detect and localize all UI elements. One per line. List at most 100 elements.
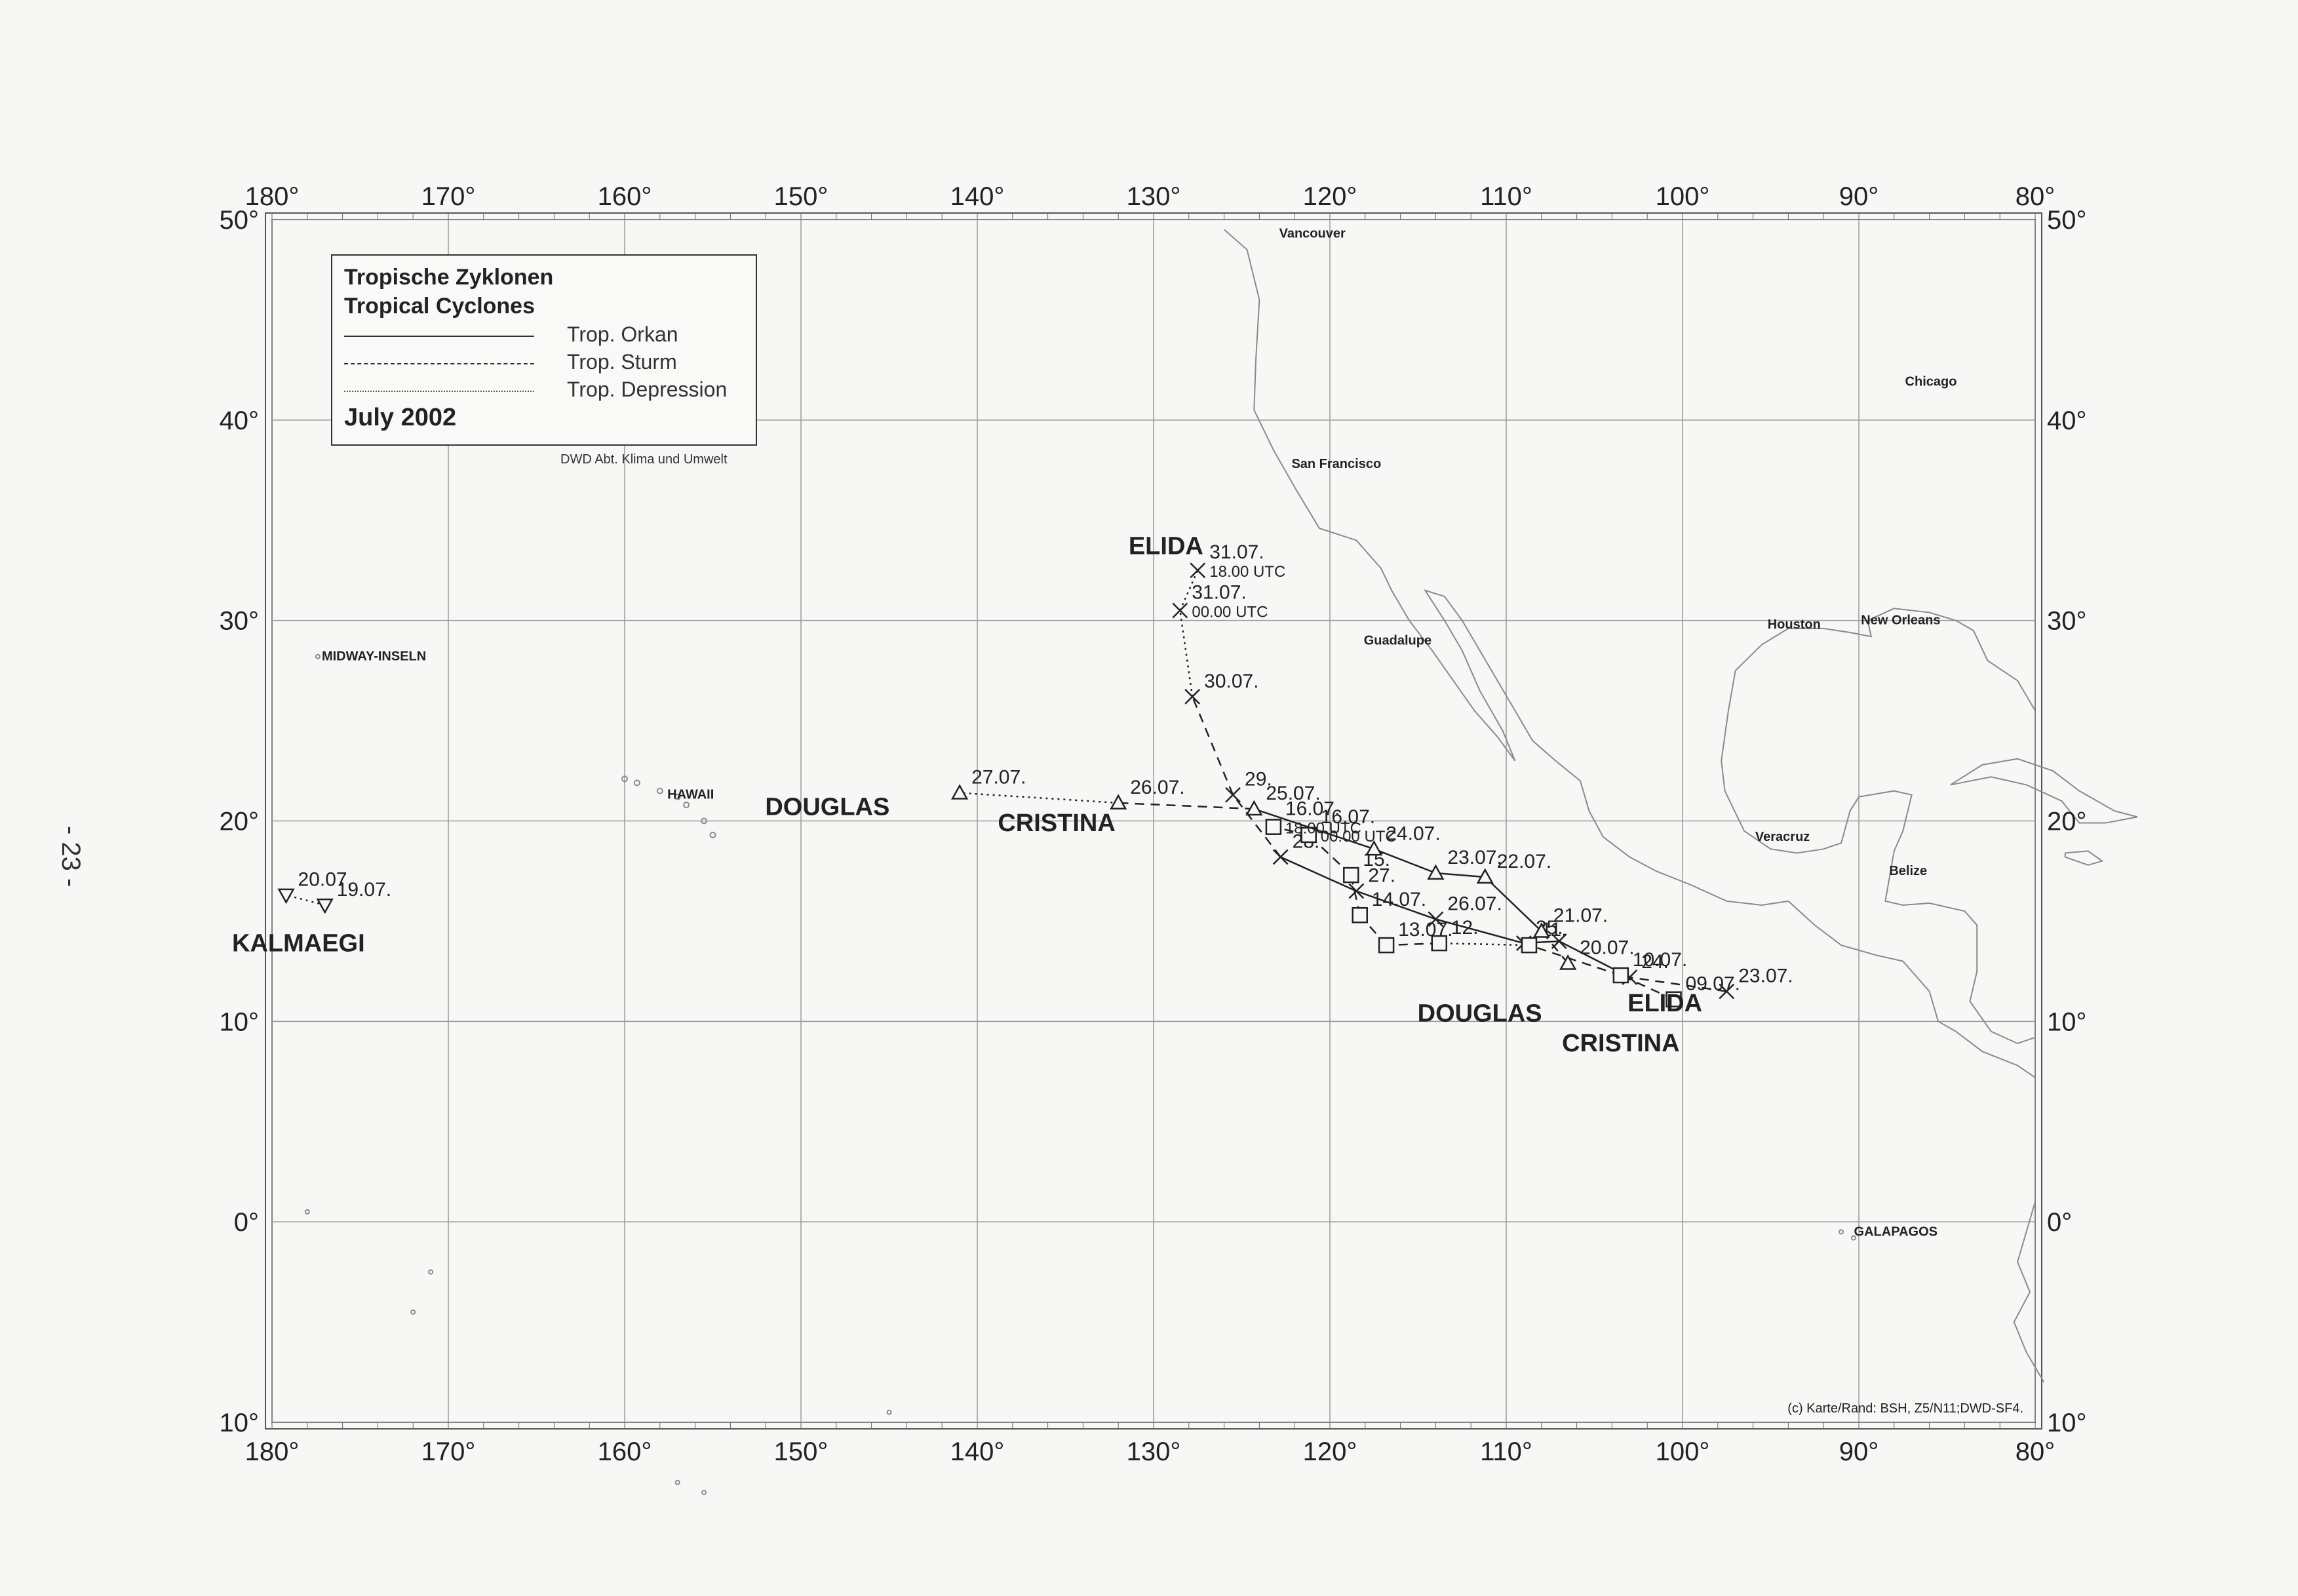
solid-line-swatch <box>344 336 534 337</box>
track-date-label: 26.07. <box>1130 777 1184 798</box>
longitude-label-bottom: 170° <box>421 1437 476 1466</box>
track-date-label: 14.07. <box>1372 889 1426 910</box>
x-marker <box>1184 688 1201 705</box>
triangle-down-marker <box>277 888 295 905</box>
legend-period: July 2002 <box>344 404 457 431</box>
island-outline <box>1850 1235 1856 1241</box>
longitude-label-top: 140° <box>950 182 1005 211</box>
track-segment <box>1373 848 1436 874</box>
track-date-label: 09.07. <box>1686 973 1740 995</box>
track-date-label: 30.07. <box>1204 671 1258 692</box>
latitude-label-left: 10° <box>220 1409 260 1437</box>
longitude-label-bottom: 120° <box>1303 1437 1357 1466</box>
longitude-label-bottom: 90° <box>1839 1437 1879 1466</box>
place-label: New Orleans <box>1861 613 1940 628</box>
track-segment <box>1484 876 1542 932</box>
track-date-label: 26.07. <box>1447 893 1502 914</box>
storm-name-label: ELIDA <box>1627 990 1702 1017</box>
island-outline <box>410 1309 416 1315</box>
track-segment <box>1629 976 1727 992</box>
x-marker <box>1272 849 1289 865</box>
copyright-label: (c) Karte/Rand: BSH, Z5/N11;DWD-SF4. <box>1787 1401 2023 1416</box>
longitude-label-bottom: 140° <box>950 1437 1005 1466</box>
island-outline <box>1839 1229 1844 1235</box>
longitude-label-top: 150° <box>774 182 828 211</box>
track-date-label: 10.07. <box>1633 949 1687 971</box>
legend-title-english: Tropical Cyclones <box>344 294 535 319</box>
axis-labels: 180° 180° 170° 170° 160° 160° 150° 150° 140° 140°… <box>220 182 2087 1466</box>
track-date-label: 22.07. <box>1497 851 1551 872</box>
latitude-label-left: 30° <box>220 607 260 636</box>
latitude-label-right: 20° <box>2047 808 2087 836</box>
longitude-label-bottom: 100° <box>1656 1437 1710 1466</box>
track-segment <box>1232 794 1281 858</box>
place-label: Vancouver <box>1279 226 1346 241</box>
legend-label: Trop. Orkan <box>567 322 678 346</box>
island-outline <box>621 775 628 783</box>
place-label: San Francisco <box>1291 457 1381 471</box>
square-marker <box>1343 866 1359 884</box>
latitude-label-left: 50° <box>220 206 260 235</box>
dotted-line-swatch <box>344 391 534 392</box>
track-date-label: 13.07. <box>1398 919 1452 941</box>
triangle-marker <box>1110 794 1127 810</box>
triangle-down-marker <box>316 898 334 914</box>
legend-label: Trop. Depression <box>567 378 728 401</box>
track-time-label: 18.00 UTC <box>1285 820 1361 838</box>
x-marker <box>1172 602 1188 619</box>
track-segment <box>1435 872 1485 878</box>
page-number: - 23 - <box>56 826 85 887</box>
legend-title-german: Tropische Zyklonen <box>344 265 554 290</box>
square-marker <box>1612 967 1629 984</box>
longitude-label-top: 90° <box>1839 182 1879 211</box>
pacific-coastline <box>1223 229 2036 1078</box>
island-outline <box>633 779 640 787</box>
island-outline <box>674 1479 680 1485</box>
track-segment <box>1439 942 1529 946</box>
storm-tracks: 23.07.24.25.26.07.27.28.29.30.07.31.07.0… <box>232 533 2023 1416</box>
track-date-label: 23.07. <box>1738 965 1793 986</box>
longitude-label-bottom: 180° <box>245 1437 300 1466</box>
place-label: Guadalupe <box>1364 633 1431 648</box>
x-marker <box>1719 983 1735 1000</box>
south-america-coastline <box>2013 1201 2045 1383</box>
track-date-label: 27. <box>1368 865 1395 887</box>
latitude-label-left: 10° <box>220 1007 260 1036</box>
track-time-label: 00.00 UTC <box>1192 603 1268 621</box>
graticule <box>271 213 2036 1429</box>
track-segment <box>1386 942 1439 946</box>
place-label: Belize <box>1889 864 1927 878</box>
legend-entry-sturm: Trop. Sturm <box>344 350 750 376</box>
gulf-coastline <box>1721 608 2036 1045</box>
triangle-marker <box>1476 868 1494 884</box>
island-outline <box>315 653 321 659</box>
jamaica-coastline <box>2064 850 2104 866</box>
square-marker <box>1521 937 1538 954</box>
track-date-label: 27.07. <box>971 767 1026 788</box>
legend-entry-depression: Trop. Depression <box>344 378 750 404</box>
track-date-label: 23.07. <box>1447 847 1502 868</box>
longitude-label-top: 120° <box>1303 182 1357 211</box>
track-segment <box>1192 696 1234 796</box>
track-segment <box>960 792 1119 804</box>
triangle-marker <box>1245 800 1263 816</box>
place-label: Chicago <box>1905 375 1957 389</box>
track-date-label: 16.07. <box>1321 806 1375 828</box>
square-marker <box>1431 935 1448 952</box>
track-date-label: 16.07. <box>1285 798 1340 820</box>
storm-name-label: DOUGLAS <box>1418 1000 1542 1027</box>
x-marker <box>1190 562 1206 579</box>
legend-entry-orkan: Trop. Orkan <box>344 322 750 349</box>
square-marker <box>1265 819 1282 835</box>
island-outline <box>683 802 690 809</box>
track-date-label: 24.07. <box>1386 823 1440 844</box>
coastline <box>304 229 2138 1496</box>
track-date-label: 19.07. <box>337 879 391 901</box>
longitude-label-top: 80° <box>2016 182 2055 211</box>
storm-name-label: CRISTINA <box>1562 1030 1679 1057</box>
latitude-label-left: 0° <box>234 1208 259 1237</box>
track-segment <box>1529 944 1622 977</box>
legend-label: Trop. Sturm <box>567 350 677 374</box>
longitude-label-bottom: 80° <box>2016 1437 2055 1466</box>
